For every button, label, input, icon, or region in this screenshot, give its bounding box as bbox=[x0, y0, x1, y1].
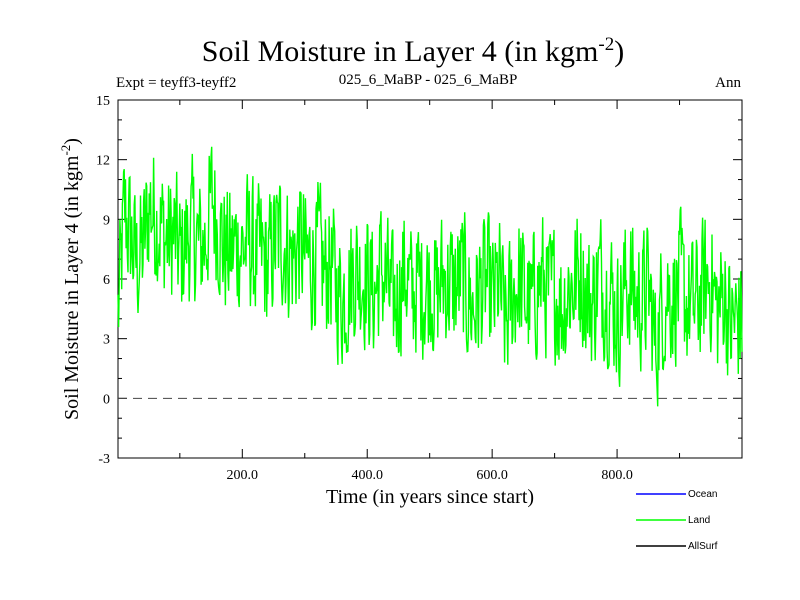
y-axis-ticks: -3 0 3 6 9 12 15 bbox=[96, 94, 742, 467]
y-tick-label: 9 bbox=[103, 213, 110, 228]
x-axis-ticks: 200.0 400.0 600.0 800.0 bbox=[179, 100, 681, 483]
season-label: Ann bbox=[715, 75, 741, 91]
x-axis-label: Time (in years since start) bbox=[326, 486, 534, 508]
legend: Ocean Land AllSurf bbox=[636, 489, 718, 552]
y-tick-label: 3 bbox=[103, 333, 110, 348]
y-tick-label: 15 bbox=[96, 94, 110, 109]
y-tick-label: 6 bbox=[103, 273, 110, 288]
x-tick-label: 800.0 bbox=[601, 468, 633, 483]
experiment-label: Expt = teyff3-teyff2 bbox=[116, 75, 236, 91]
y-axis-label: Soil Moisture in Layer 4 (in kgm-2) bbox=[58, 138, 83, 420]
chart-title: Soil Moisture in Layer 4 (in kgm-2) bbox=[202, 34, 624, 68]
x-tick-label: 600.0 bbox=[476, 468, 508, 483]
legend-label-allsurf: AllSurf bbox=[688, 541, 718, 552]
legend-label-ocean: Ocean bbox=[688, 489, 717, 500]
y-tick-label: -3 bbox=[98, 452, 110, 467]
legend-label-land: Land bbox=[688, 515, 710, 526]
y-tick-label: 12 bbox=[96, 154, 110, 169]
y-tick-label: 0 bbox=[103, 392, 110, 407]
x-tick-label: 200.0 bbox=[227, 468, 259, 483]
series-line-land bbox=[117, 146, 743, 407]
period-label: 025_6_MaBP - 025_6_MaBP bbox=[339, 72, 518, 88]
x-tick-label: 400.0 bbox=[351, 468, 383, 483]
